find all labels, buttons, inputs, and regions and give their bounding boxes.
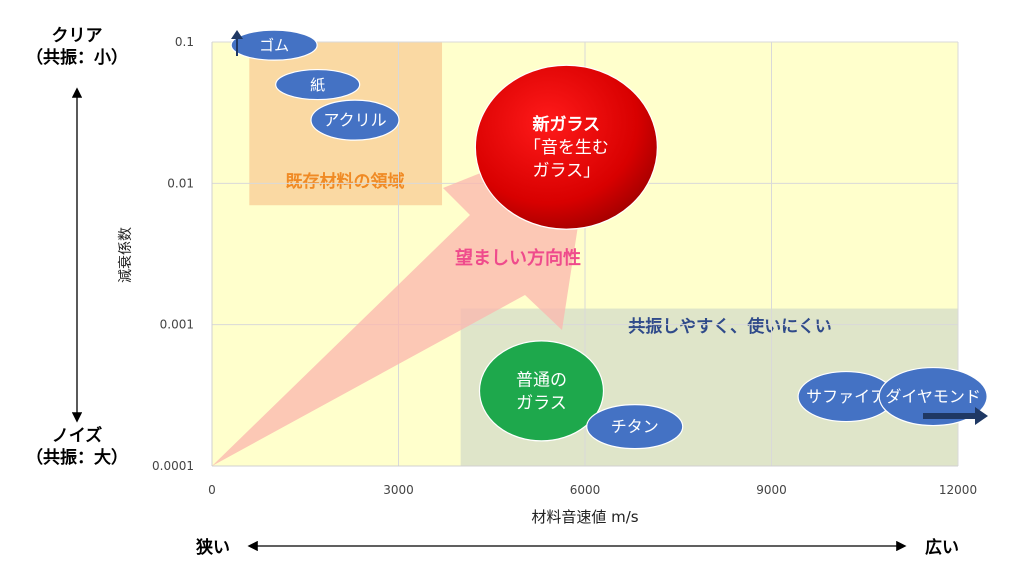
point-normal-glass-label: 普通のガラス xyxy=(516,370,567,413)
point-diamond xyxy=(878,366,988,427)
point-paper-label: 紙 xyxy=(310,76,325,94)
x-tick-label: 12000 xyxy=(939,483,977,497)
point-sapphire-label: サファイア xyxy=(806,387,886,406)
point-new-glass xyxy=(474,64,658,230)
x-tick-label: 0 xyxy=(208,483,216,497)
point-titanium-label: チタン xyxy=(611,417,659,436)
direction-annotation: 望ましい方向性 xyxy=(455,247,581,269)
right-arrow-icon xyxy=(923,407,988,425)
point-paper xyxy=(275,68,361,101)
y-axis-label: 減衰係数 xyxy=(117,227,134,283)
x-tick-label: 6000 xyxy=(570,483,601,497)
point-diamond-label: ダイヤモンド xyxy=(885,387,981,406)
point-acrylic-label: アクリル xyxy=(323,111,386,130)
up-arrow-icon xyxy=(231,30,243,56)
grid-layer xyxy=(211,41,959,467)
x-tick-label: 9000 xyxy=(756,483,787,497)
bottom-axis-right-label: 広い xyxy=(925,537,959,558)
x-axis-label: 材料音速値 m/s xyxy=(531,508,638,526)
point-new-glass-label: 新ガラス「音を生むガラス」 xyxy=(524,114,609,181)
decor-layer xyxy=(231,30,988,425)
point-normal-glass xyxy=(478,340,605,442)
existing-region-label: 既存材料の領域 xyxy=(286,171,405,192)
desired-direction-arrow xyxy=(212,128,593,466)
point-rubber xyxy=(230,29,318,61)
noise-label: ノイズ（共振：大） xyxy=(26,425,128,468)
resonance-region-label: 共振しやすく、使いにくい xyxy=(628,316,832,337)
point-rubber-label: ゴム xyxy=(259,36,289,54)
y-tick-label: 0.001 xyxy=(160,318,194,332)
ticks-layer: 0 3000 6000 9000 12000 0.0001 0.001 0.01 0.1 xyxy=(152,35,977,497)
point-acrylic xyxy=(310,99,400,141)
bottom-axis-left-label: 狭い xyxy=(195,537,230,558)
y-tick-label: 0.0001 xyxy=(152,459,194,473)
y-tick-label: 0.01 xyxy=(167,176,194,190)
direction-arrow-layer xyxy=(212,128,593,466)
y-tick-label: 0.1 xyxy=(175,35,194,49)
clear-label: クリア（共振：小） xyxy=(26,26,128,68)
x-tick-label: 3000 xyxy=(383,483,414,497)
point-titanium xyxy=(586,404,684,450)
